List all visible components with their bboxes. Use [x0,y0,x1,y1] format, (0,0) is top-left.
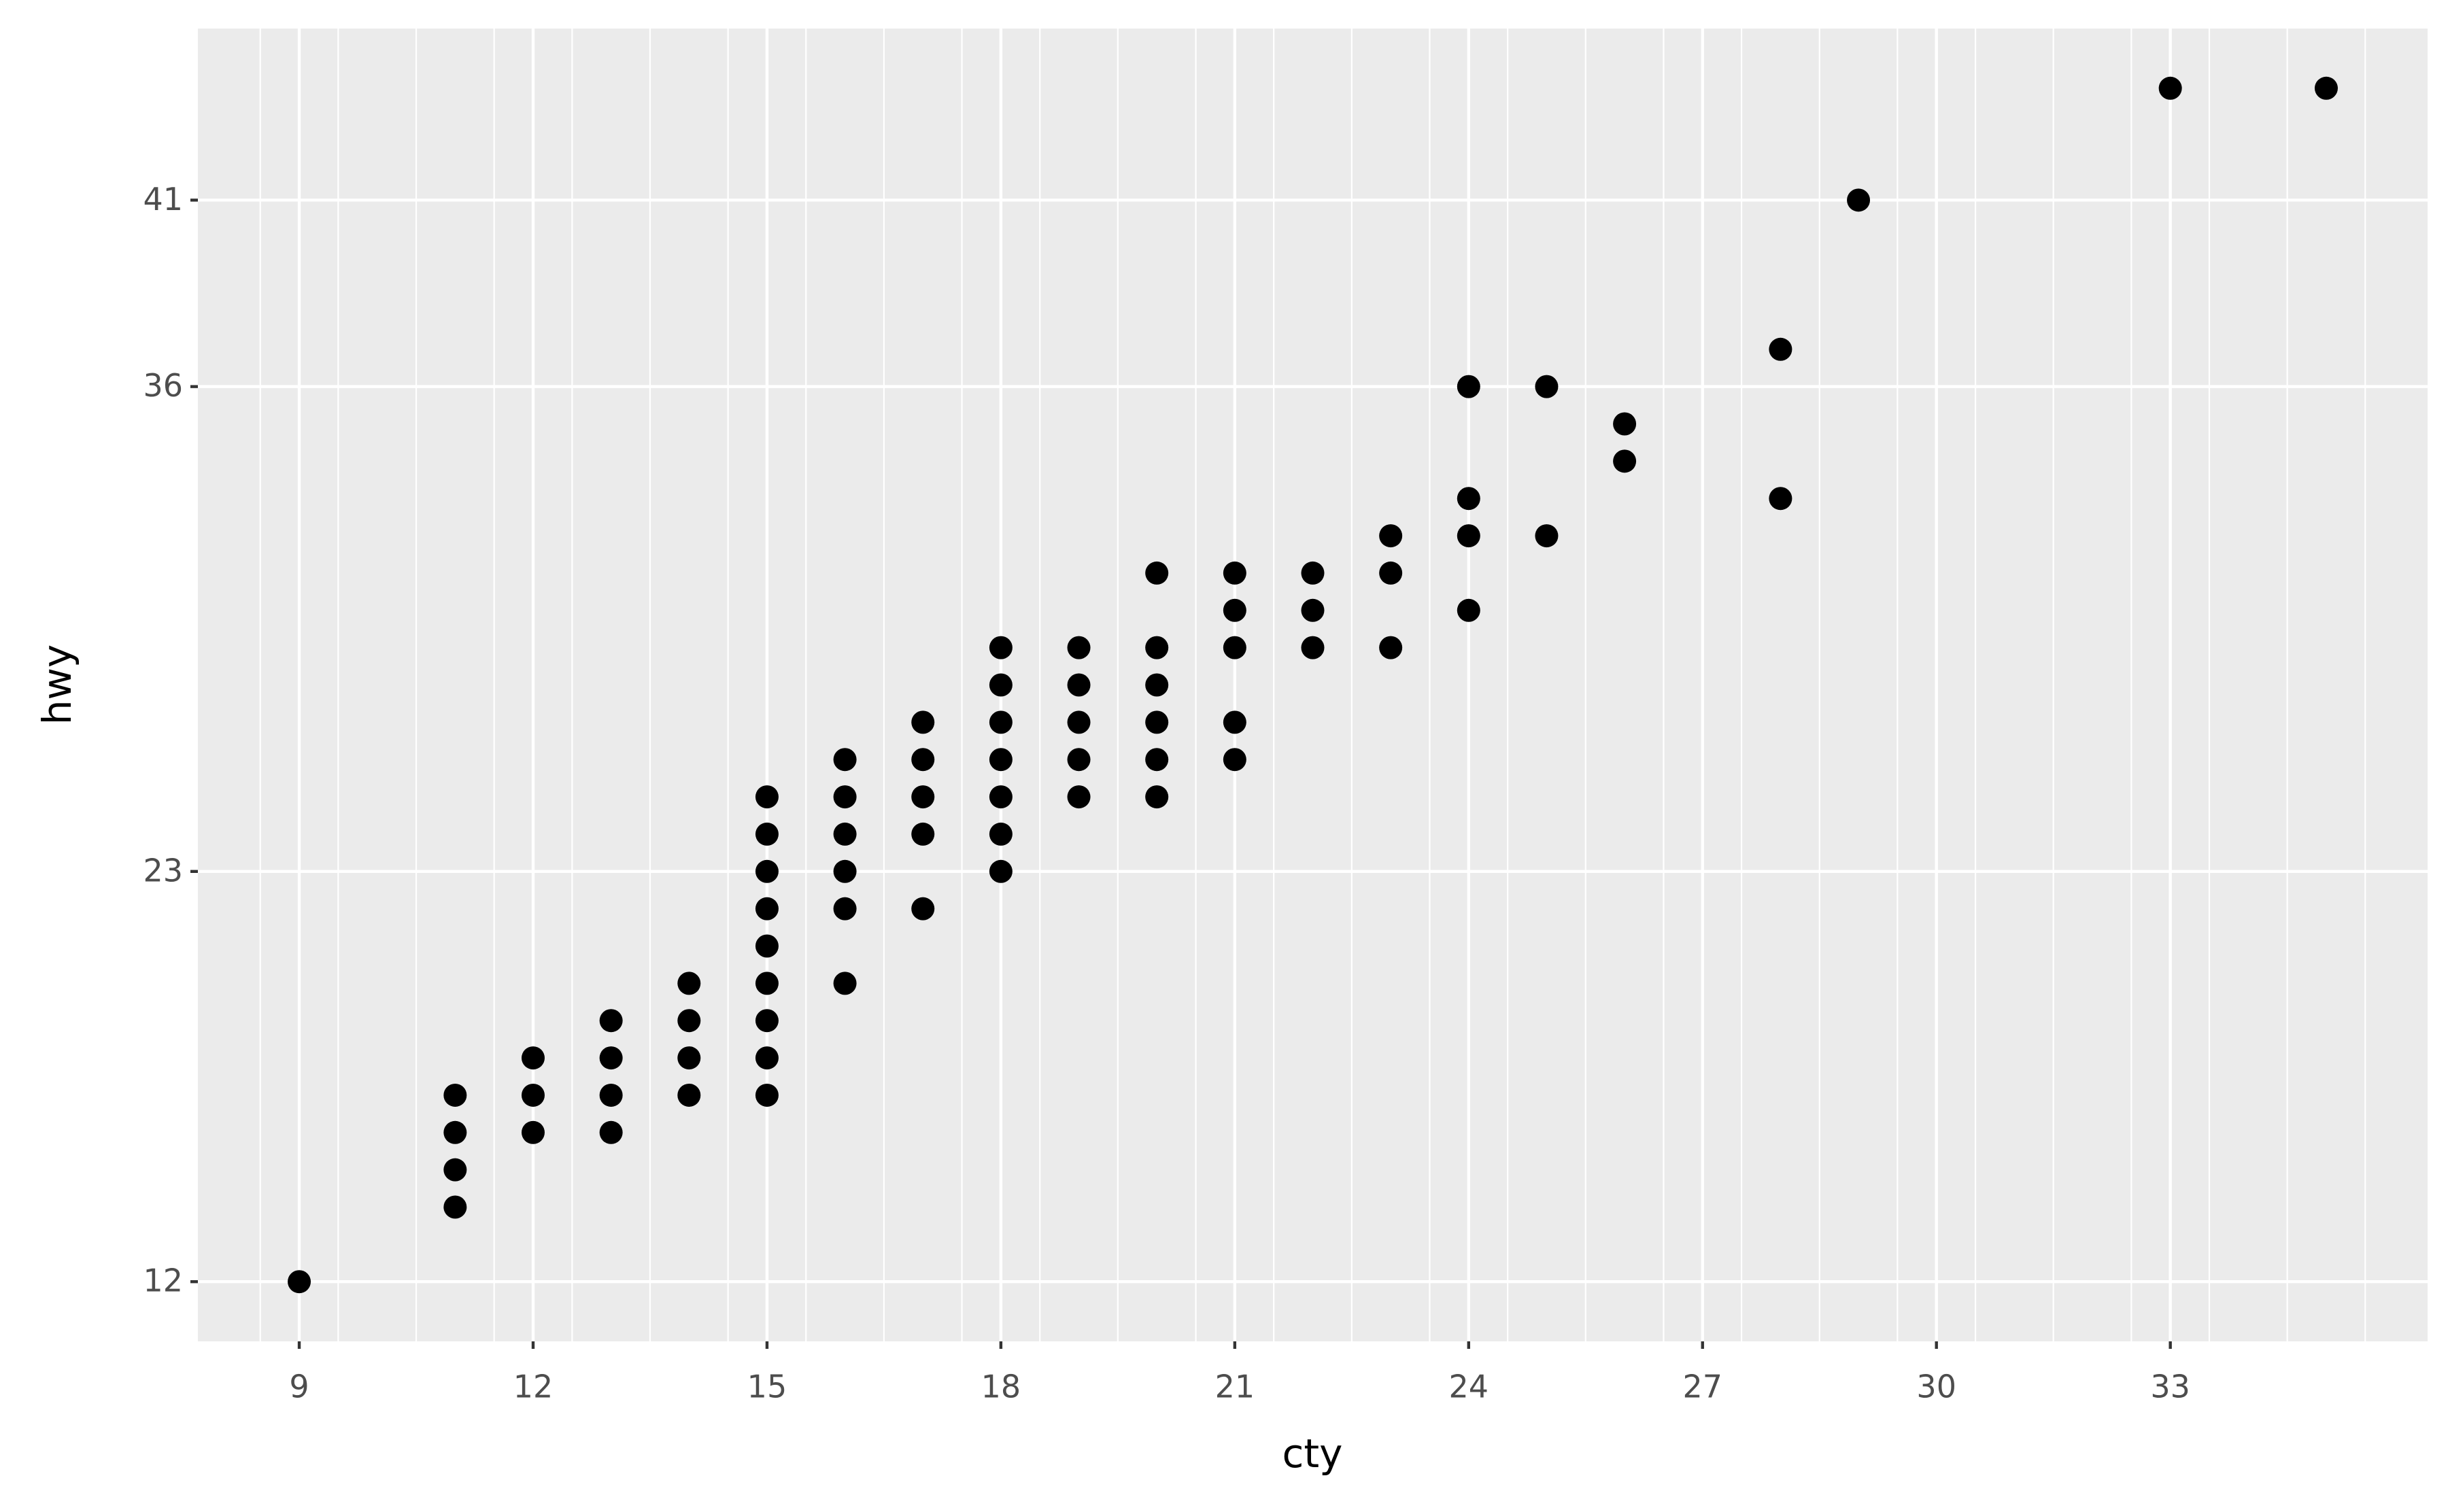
point [755,897,779,921]
x-axis-title: cty [1282,1430,1343,1477]
point [521,1120,545,1144]
point [989,710,1013,734]
point [755,1083,779,1107]
point [755,822,779,846]
point [1613,449,1637,473]
point [1067,710,1091,734]
point [833,897,857,921]
point [443,1195,467,1219]
point [1301,598,1325,622]
y-axis-title: hwy [34,645,80,725]
y-tick-label: 12 [143,1262,183,1299]
point [989,673,1013,697]
point [911,785,935,809]
point [1223,748,1246,772]
point [1457,487,1480,511]
point [1457,375,1480,398]
point [1613,412,1637,436]
point [443,1120,467,1144]
point [989,785,1013,809]
point [599,1083,623,1107]
point [677,972,701,995]
point [599,1009,623,1033]
point [1379,636,1403,659]
point [677,1083,701,1107]
point [755,1009,779,1033]
point [1067,748,1091,772]
point [1769,487,1792,511]
point [1145,636,1169,659]
point [755,1046,779,1070]
point [1301,636,1325,659]
point [521,1046,545,1070]
point [755,972,779,995]
point [989,636,1013,659]
point [1223,710,1246,734]
y-tick-label: 36 [143,367,183,404]
point [677,1046,701,1070]
y-tick-label: 41 [143,181,183,218]
point [1067,673,1091,697]
point [1223,561,1246,585]
point [911,710,935,734]
point [288,1270,311,1294]
point [2158,76,2182,100]
point [1847,188,1871,212]
point [833,972,857,995]
x-tick-label: 9 [289,1369,309,1405]
y-tick-label: 23 [143,852,183,889]
point [755,859,779,883]
point [1223,636,1246,659]
point [833,859,857,883]
point [1379,561,1403,585]
point [1535,375,1559,398]
point [1145,785,1169,809]
x-tick-label: 30 [1916,1369,1956,1405]
x-tick-label: 27 [1682,1369,1722,1405]
point [1067,785,1091,809]
point [911,748,935,772]
point [599,1120,623,1144]
point [1145,748,1169,772]
point [1457,524,1480,548]
point [1145,673,1169,697]
point [833,785,857,809]
point [1145,561,1169,585]
point [1457,598,1480,622]
x-tick-label: 33 [2150,1369,2190,1405]
point [1223,598,1246,622]
point [1535,524,1559,548]
point [1769,337,1792,361]
point [443,1158,467,1182]
point [833,748,857,772]
point [989,859,1013,883]
x-tick-label: 18 [981,1369,1021,1405]
point [1067,636,1091,659]
point [1145,710,1169,734]
point [911,897,935,921]
point [443,1083,467,1107]
x-tick-label: 15 [747,1369,787,1405]
point [521,1083,545,1107]
x-tick-label: 12 [513,1369,554,1405]
point [989,822,1013,846]
panel [198,29,2428,1341]
point [1379,524,1403,548]
x-tick-label: 24 [1449,1369,1489,1405]
point [677,1009,701,1033]
point [989,748,1013,772]
point [755,934,779,958]
point [1301,561,1325,585]
point [599,1046,623,1070]
point [2314,76,2338,100]
point [911,822,935,846]
point [833,822,857,846]
x-tick-label: 21 [1215,1369,1255,1405]
point [755,785,779,809]
